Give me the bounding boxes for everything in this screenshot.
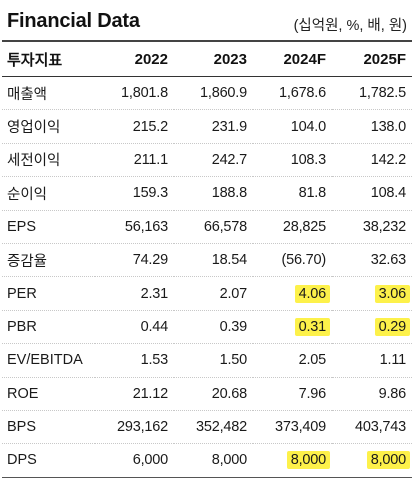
header-row: 투자지표 2022 2023 2024F 2025F: [2, 42, 412, 77]
row-label: BPS: [2, 410, 95, 445]
table-cell: 373,409: [253, 410, 332, 445]
table-cell: 403,743: [332, 410, 412, 445]
table-cell: 1,801.8: [95, 76, 174, 111]
table-row-pretax-profit: 세전이익 211.1 242.7 108.3 142.2: [2, 143, 412, 178]
table-cell: 81.8: [253, 176, 332, 211]
table-cell: 6,000: [95, 443, 174, 478]
table-cell: 38,232: [332, 210, 412, 244]
table-cell: 352,482: [174, 410, 253, 445]
unit-note: (십억원, %, 배, 원): [293, 18, 407, 34]
table-cell: 28,825: [253, 210, 332, 244]
row-label: EPS: [2, 210, 95, 244]
table-cell: 20.68: [174, 377, 253, 411]
table-cell: 231.9: [174, 109, 253, 144]
table-cell: 142.2: [332, 143, 412, 178]
row-label: DPS: [2, 443, 95, 478]
highlight-mark: 8,000: [286, 451, 330, 470]
table-cell: 104.0: [253, 109, 332, 144]
financial-table: 투자지표 2022 2023 2024F 2025F 매출액 1,801.8 1…: [2, 42, 412, 478]
column-header-2023: 2023: [174, 42, 253, 77]
table-cell-highlighted: 4.06: [253, 276, 332, 311]
row-label: 세전이익: [2, 143, 95, 178]
table-row-pbr: PBR 0.44 0.39 0.31 0.29: [2, 310, 412, 345]
table-cell: 159.3: [95, 176, 174, 211]
table-cell: 21.12: [95, 377, 174, 411]
table-cell: 0.44: [95, 310, 174, 345]
row-label: 증감율: [2, 243, 95, 278]
table-row-revenue: 매출액 1,801.8 1,860.9 1,678.6 1,782.5: [2, 76, 412, 111]
table-row-net-profit: 순이익 159.3 188.8 81.8 108.4: [2, 176, 412, 211]
column-header-metric: 투자지표: [2, 42, 95, 77]
top-rule: [2, 40, 412, 42]
table-cell: 1,860.9: [174, 76, 253, 111]
row-label: EV/EBITDA: [2, 343, 95, 378]
table-row-operating-profit: 영업이익 215.2 231.9 104.0 138.0: [2, 109, 412, 144]
table-cell: 188.8: [174, 176, 253, 211]
table-row-bps: BPS 293,162 352,482 373,409 403,743: [2, 410, 412, 445]
table-cell: 1,782.5: [332, 76, 412, 111]
table-cell: 1.50: [174, 343, 253, 378]
table-cell: 108.4: [332, 176, 412, 211]
table-cell-highlighted: 8,000: [253, 443, 332, 478]
table-row-dps: DPS 6,000 8,000 8,000 8,000: [2, 443, 412, 478]
page-title: Financial Data: [7, 10, 140, 32]
column-header-2022: 2022: [95, 42, 174, 77]
highlight-mark: 8,000: [366, 451, 410, 470]
table-cell-highlighted: 0.29: [332, 310, 412, 345]
table-cell: 18.54: [174, 243, 253, 278]
table-cell: 8,000: [174, 443, 253, 478]
highlight-mark: 0.31: [294, 317, 330, 336]
table-cell-highlighted: 0.31: [253, 310, 332, 345]
row-label: 순이익: [2, 176, 95, 211]
table-cell: (56.70): [253, 243, 332, 278]
table-row-growth-rate: 증감율 74.29 18.54 (56.70) 32.63: [2, 243, 412, 278]
row-label: PER: [2, 276, 95, 311]
table-cell-highlighted: 3.06: [332, 276, 412, 311]
table-cell: 56,163: [95, 210, 174, 244]
table-row-roe: ROE 21.12 20.68 7.96 9.86: [2, 377, 412, 411]
column-header-2025f: 2025F: [332, 42, 412, 77]
highlight-mark: 3.06: [374, 284, 410, 303]
table-row-ev-ebitda: EV/EBITDA 1.53 1.50 2.05 1.11: [2, 343, 412, 378]
table-cell: 9.86: [332, 377, 412, 411]
table-cell: 1.53: [95, 343, 174, 378]
table-row-per: PER 2.31 2.07 4.06 3.06: [2, 276, 412, 311]
row-label: 매출액: [2, 76, 95, 111]
table-cell: 293,162: [95, 410, 174, 445]
row-label: ROE: [2, 377, 95, 411]
table-cell: 0.39: [174, 310, 253, 345]
table-cell: 242.7: [174, 143, 253, 178]
highlight-mark: 4.06: [294, 284, 330, 303]
highlight-mark: 0.29: [374, 317, 410, 336]
table-cell: 2.05: [253, 343, 332, 378]
table-cell: 74.29: [95, 243, 174, 278]
row-label: 영업이익: [2, 109, 95, 144]
table-cell: 211.1: [95, 143, 174, 178]
table-cell: 138.0: [332, 109, 412, 144]
table-cell: 32.63: [332, 243, 412, 278]
header: Financial Data (십억원, %, 배, 원): [7, 8, 407, 38]
table-cell: 7.96: [253, 377, 332, 411]
table-cell: 1,678.6: [253, 76, 332, 111]
row-label: PBR: [2, 310, 95, 345]
table-cell: 1.11: [332, 343, 412, 378]
table-cell: 66,578: [174, 210, 253, 244]
table-cell: 2.07: [174, 276, 253, 311]
table-row-eps: EPS 56,163 66,578 28,825 38,232: [2, 210, 412, 244]
table-cell: 2.31: [95, 276, 174, 311]
column-header-2024f: 2024F: [253, 42, 332, 77]
table-cell: 108.3: [253, 143, 332, 178]
table-cell: 215.2: [95, 109, 174, 144]
table-cell-highlighted: 8,000: [332, 443, 412, 478]
